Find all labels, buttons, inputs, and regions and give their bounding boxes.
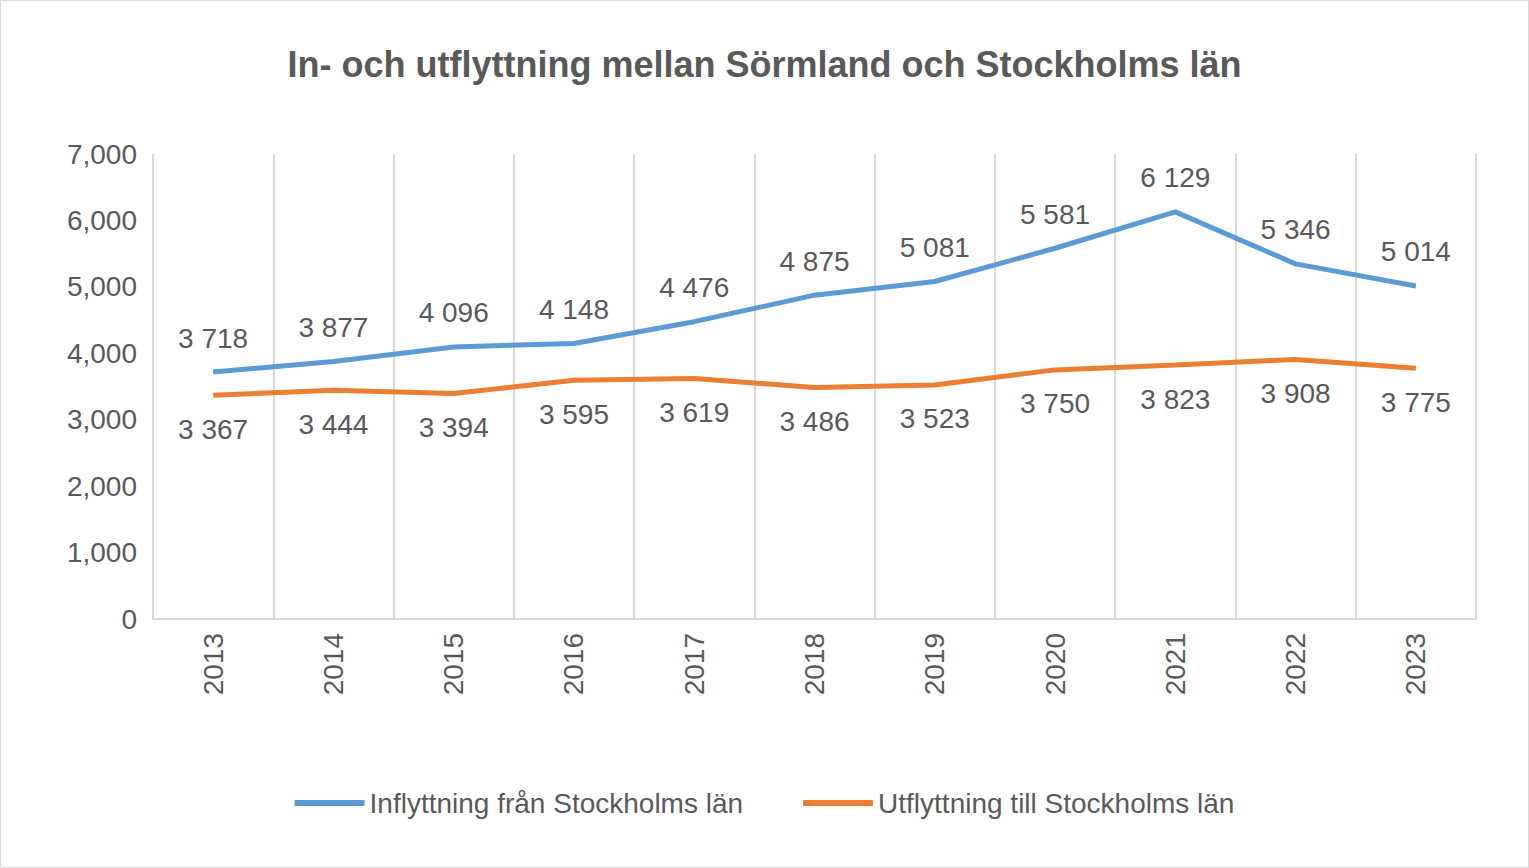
svg-text:2,000: 2,000: [67, 471, 137, 502]
svg-text:4,000: 4,000: [67, 338, 137, 369]
svg-text:Utflyttning till Stockholms lä: Utflyttning till Stockholms län: [878, 788, 1234, 819]
svg-text:3 444: 3 444: [298, 409, 368, 440]
svg-text:3,000: 3,000: [67, 404, 137, 435]
svg-text:2022: 2022: [1280, 633, 1311, 695]
svg-text:4 096: 4 096: [419, 297, 489, 328]
svg-text:2017: 2017: [679, 633, 710, 695]
svg-text:In- och utflyttning mellan Sör: In- och utflyttning mellan Sörmland och …: [287, 44, 1241, 85]
svg-text:4 875: 4 875: [779, 246, 849, 277]
svg-text:0: 0: [121, 604, 137, 635]
svg-text:3 619: 3 619: [659, 397, 729, 428]
svg-text:2015: 2015: [438, 633, 469, 695]
svg-text:2020: 2020: [1040, 633, 1071, 695]
svg-text:3 750: 3 750: [1020, 388, 1090, 419]
svg-text:3 523: 3 523: [900, 403, 970, 434]
svg-text:5 014: 5 014: [1381, 236, 1451, 267]
svg-text:7,000: 7,000: [67, 139, 137, 170]
svg-text:6,000: 6,000: [67, 205, 137, 236]
svg-text:2021: 2021: [1160, 633, 1191, 695]
svg-text:4 148: 4 148: [539, 294, 609, 325]
svg-text:3 908: 3 908: [1261, 378, 1331, 409]
svg-text:Inflyttning från Stockholms lä: Inflyttning från Stockholms län: [370, 788, 744, 819]
svg-text:3 823: 3 823: [1140, 384, 1210, 415]
svg-text:2018: 2018: [799, 633, 830, 695]
svg-text:2013: 2013: [198, 633, 229, 695]
svg-text:1,000: 1,000: [67, 537, 137, 568]
svg-text:5 081: 5 081: [900, 232, 970, 263]
svg-text:4 476: 4 476: [659, 272, 729, 303]
svg-text:3 394: 3 394: [419, 412, 489, 443]
svg-text:3 595: 3 595: [539, 399, 609, 430]
svg-text:5 581: 5 581: [1020, 199, 1090, 230]
svg-text:3 877: 3 877: [298, 312, 368, 343]
svg-text:6 129: 6 129: [1140, 162, 1210, 193]
svg-text:3 367: 3 367: [178, 414, 248, 445]
svg-text:3 718: 3 718: [178, 323, 248, 354]
svg-text:3 775: 3 775: [1381, 387, 1451, 418]
svg-text:5,000: 5,000: [67, 271, 137, 302]
svg-text:5 346: 5 346: [1261, 214, 1331, 245]
svg-text:2023: 2023: [1400, 633, 1431, 695]
svg-text:2014: 2014: [318, 633, 349, 695]
svg-text:2016: 2016: [558, 633, 589, 695]
svg-text:3 486: 3 486: [779, 406, 849, 437]
svg-text:2019: 2019: [919, 633, 950, 695]
